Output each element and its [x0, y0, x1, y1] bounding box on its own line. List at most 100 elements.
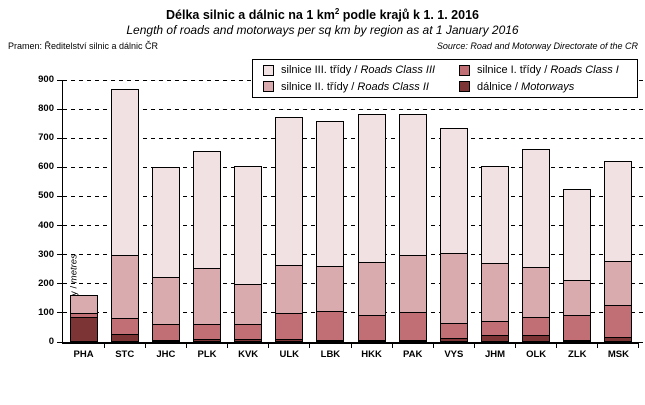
- y-axis-tick-900: [57, 79, 62, 81]
- gridline-100: [63, 312, 639, 314]
- x-axis-label-OLK: OLK: [526, 349, 547, 360]
- bar-segment-JHM-0: [481, 334, 509, 342]
- right-tick-100: [639, 312, 643, 314]
- x-axis-tick-end: [638, 344, 639, 348]
- x-axis-tick-1: [103, 344, 105, 348]
- legend-item-1: silnice II. třídy / Roads Class II: [263, 81, 459, 93]
- bar-ZLK: [563, 188, 592, 342]
- x-axis-tick-8: [391, 344, 393, 348]
- bar-segment-ULK-1: [275, 313, 304, 340]
- bar-segment-STC-2: [110, 254, 139, 320]
- gridline-800: [63, 108, 639, 110]
- bar-segment-OLK-3: [522, 148, 551, 268]
- gridline-700: [63, 137, 639, 139]
- right-tick-500: [639, 195, 643, 197]
- y-axis-tick-400: [57, 225, 62, 227]
- bar-segment-JHM-3: [481, 166, 509, 264]
- bar-segment-HKK-3: [357, 114, 386, 263]
- bar-segment-LBK-1: [316, 311, 345, 341]
- bar-segment-LBK-3: [316, 120, 345, 268]
- bar-segment-MSK-0: [604, 336, 633, 342]
- x-axis-label-MSK: MSK: [607, 349, 629, 360]
- x-axis-tick-7: [350, 344, 352, 348]
- bar-segment-JHC-0: [151, 340, 180, 342]
- right-tick-600: [639, 166, 643, 168]
- bar-segment-PAK-0: [398, 340, 427, 342]
- bar-segment-PHA-0: [69, 317, 98, 342]
- bar-segment-MSK-1: [604, 305, 633, 338]
- bar-JHC: [151, 166, 180, 342]
- legend: silnice III. třídy / Roads Class III siln…: [252, 59, 638, 98]
- chart-title-post: podle krajů k 1. 1. 2016: [339, 8, 479, 23]
- bar-segment-STC-0: [110, 334, 139, 342]
- bar-segment-KVK-2: [234, 283, 263, 326]
- bar-segment-VYS-1: [439, 323, 468, 339]
- y-tick-label-400: 400: [38, 219, 54, 231]
- right-tick-900: [639, 79, 643, 81]
- y-tick-label-600: 600: [38, 161, 54, 173]
- bar-ULK: [275, 116, 304, 342]
- x-axis-label-HKK: HKK: [361, 349, 382, 360]
- right-tick-700: [639, 137, 643, 139]
- y-axis-tick-0: [57, 341, 62, 343]
- bar-segment-STC-3: [110, 88, 139, 256]
- x-axis-label-STC: STC: [115, 349, 135, 360]
- legend-label-2: silnice I. třídy / Roads Class I: [477, 64, 619, 77]
- bar-PLK: [193, 150, 221, 342]
- bar-segment-HKK-0: [357, 340, 386, 342]
- bar-VYS: [439, 128, 468, 342]
- bar-KVK: [234, 165, 263, 342]
- gridline-300: [63, 254, 639, 256]
- bar-segment-KVK-3: [234, 165, 263, 285]
- bar-segment-ZLK-1: [563, 315, 592, 341]
- y-axis-title-separator: /: [68, 283, 80, 292]
- bar-segment-MSK-2: [604, 261, 633, 307]
- bar-segment-OLK-2: [522, 266, 551, 319]
- bar-segment-PLK-3: [193, 150, 221, 269]
- legend-swatch-0: [263, 64, 274, 76]
- x-axis-tick-6: [309, 344, 311, 348]
- y-tick-label-300: 300: [38, 248, 54, 260]
- y-axis-tick-800: [57, 108, 62, 110]
- x-axis-label-PHA: PHA: [73, 349, 94, 360]
- x-axis-tick-4: [227, 344, 229, 348]
- bar-segment-VYS-0: [439, 337, 468, 342]
- legend-label-3: dálnice / Motorways: [477, 80, 575, 93]
- source-czech: Pramen: Ředitelství silnic a dálnic ČR: [8, 41, 159, 51]
- bar-segment-VYS-2: [439, 252, 468, 325]
- x-axis-tick-2: [144, 344, 146, 348]
- source-english: Source: Road and Motorway Directorate of…: [436, 41, 638, 51]
- right-tick-800: [639, 108, 643, 110]
- right-tick-400: [639, 225, 643, 227]
- y-tick-label-800: 800: [38, 103, 54, 115]
- legend-item-0: silnice III. třídy / Roads Class III: [263, 64, 459, 76]
- x-axis-label-JHC: JHC: [156, 349, 176, 360]
- legend-swatch-3: [459, 81, 470, 93]
- chart-title-superscript: 2: [334, 7, 340, 16]
- legend-swatch-1: [263, 81, 274, 93]
- bar-segment-PAK-3: [398, 113, 427, 257]
- right-tick-200: [639, 283, 643, 285]
- bar-JHM: [481, 166, 509, 342]
- x-axis-tick-11: [515, 344, 517, 348]
- bar-PAK: [398, 113, 427, 342]
- gridline-400: [63, 225, 639, 227]
- bar-segment-PLK-1: [193, 324, 221, 340]
- gridline-500: [63, 195, 639, 197]
- bar-segment-LBK-0: [316, 340, 345, 342]
- bar-STC: [110, 88, 139, 342]
- bar-segment-JHM-1: [481, 320, 509, 336]
- y-axis-tick-600: [57, 166, 62, 168]
- bar-segment-JHM-2: [481, 262, 509, 322]
- x-axis-tick-13: [597, 344, 599, 348]
- y-tick-label-500: 500: [38, 190, 54, 202]
- bar-segment-JHC-2: [151, 276, 180, 326]
- bar-PHA: [69, 294, 98, 342]
- bar-segment-ZLK-2: [563, 280, 592, 317]
- y-axis-tick-300: [57, 254, 62, 256]
- bar-segment-OLK-1: [522, 317, 551, 337]
- bar-HKK: [357, 114, 386, 342]
- bar-segment-MSK-3: [604, 160, 633, 263]
- bar-segment-HKK-2: [357, 261, 386, 317]
- bar-segment-KVK-0: [234, 339, 263, 342]
